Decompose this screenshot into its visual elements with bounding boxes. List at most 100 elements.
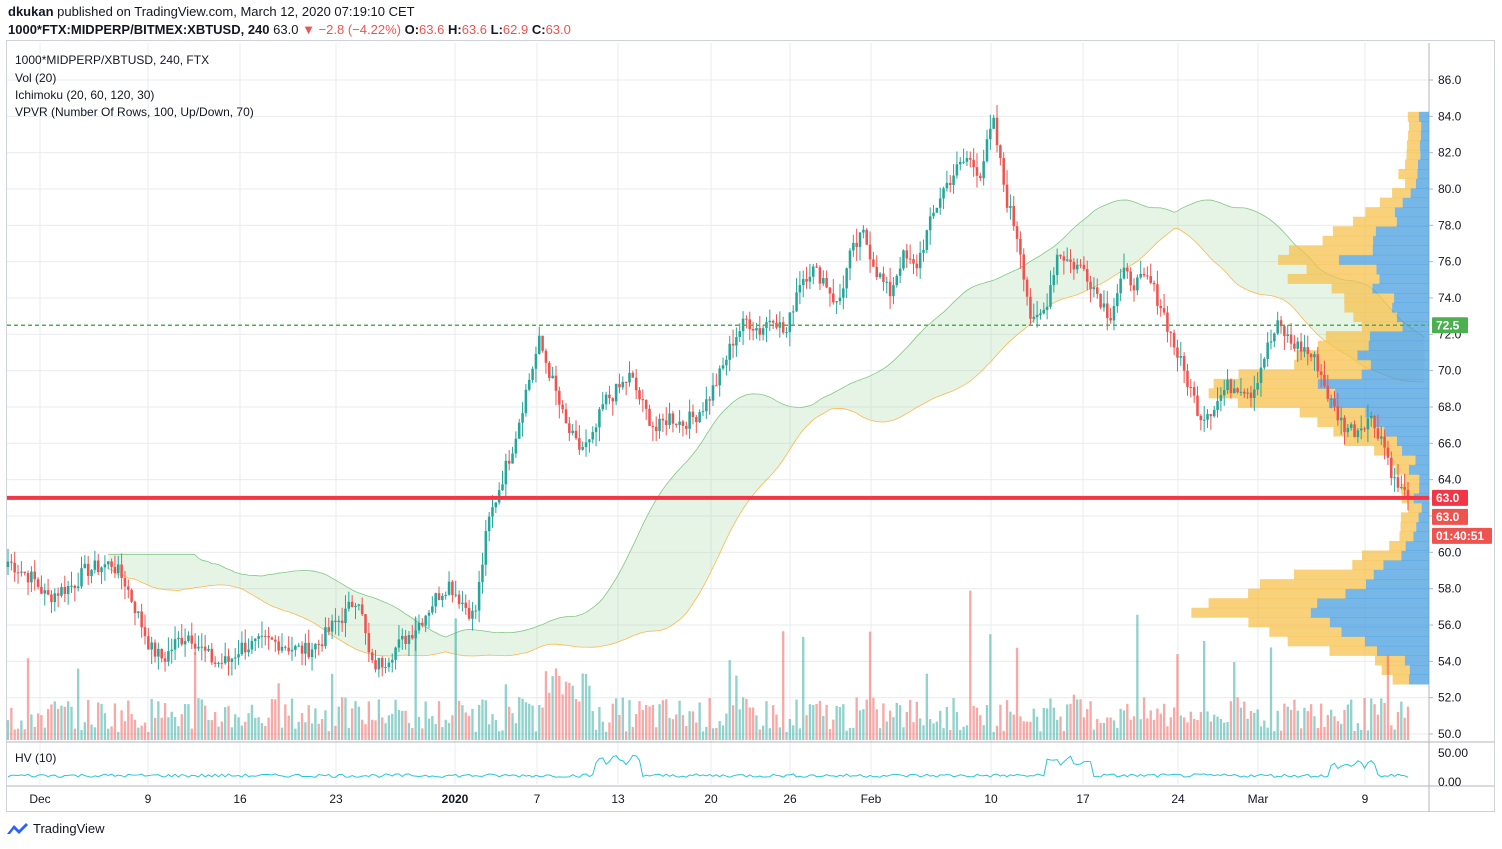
volume-bar: [1119, 708, 1122, 740]
volume-bar: [411, 727, 414, 740]
volume-bar: [708, 697, 711, 740]
author-name[interactable]: dkukan: [8, 4, 54, 19]
candle-body: [808, 276, 812, 282]
legend-ichimoku[interactable]: Ichimoku (20, 60, 120, 30): [15, 88, 155, 102]
candle-body: [474, 610, 478, 612]
volume-bar: [20, 720, 23, 740]
volume-bar: [97, 702, 100, 740]
volume-bar: [508, 706, 511, 740]
candle-body: [641, 399, 645, 401]
candle-body: [187, 635, 190, 642]
candle-body: [1009, 205, 1012, 208]
candle-body: [1112, 306, 1116, 321]
candle-body: [340, 620, 344, 624]
candle-body: [584, 442, 588, 448]
candle-body: [985, 139, 989, 162]
vpvr-bar-up: [1394, 207, 1429, 218]
volume-bar: [574, 699, 578, 740]
volume-bar: [491, 714, 494, 740]
vpvr-bar-down: [1406, 140, 1420, 151]
vpvr-bar-up: [1409, 664, 1429, 675]
volume-bar: [548, 692, 551, 740]
volume-bar: [641, 709, 645, 740]
x-tick-label: Mar: [1248, 792, 1269, 806]
volume-bar: [1326, 714, 1329, 740]
vpvr-bar-down: [1365, 207, 1395, 218]
volume-bar: [70, 706, 73, 740]
candle-body: [965, 158, 969, 162]
candle-body: [297, 645, 300, 647]
volume-bar: [601, 721, 604, 740]
volume-bar: [36, 713, 40, 740]
vpvr-bar-up: [1357, 350, 1429, 361]
volume-bar: [929, 719, 932, 740]
candle-body: [1156, 284, 1159, 306]
vpvr-bar-up: [1365, 579, 1429, 590]
publish-info: dkukan published on TradingView.com, Mar…: [8, 4, 415, 19]
candle-body: [979, 175, 982, 179]
volume-bar: [1223, 722, 1226, 740]
vpvr-bar-up: [1396, 216, 1429, 227]
volume-bar: [695, 722, 698, 740]
candle-body: [945, 182, 949, 189]
volume-bar: [1259, 726, 1263, 740]
candle-body: [604, 394, 608, 405]
legend-hv[interactable]: HV (10): [15, 751, 57, 765]
candle-body: [972, 159, 975, 168]
candle-body: [554, 375, 558, 391]
volume-bar: [888, 710, 892, 740]
volume-bar: [812, 704, 815, 740]
vpvr-bar-down: [1332, 226, 1376, 237]
volume-bar: [1186, 722, 1189, 740]
y-tick-label: 74.0: [1438, 291, 1462, 305]
volume-bar: [297, 721, 300, 740]
candle-body: [1236, 388, 1239, 393]
volume-bar: [1009, 711, 1012, 740]
tradingview-branding[interactable]: TradingView: [6, 821, 105, 836]
candle-body: [367, 633, 371, 653]
candle-body: [487, 516, 491, 532]
candle-body: [284, 646, 287, 648]
volume-bar: [284, 704, 287, 740]
x-tick-label: 10: [984, 792, 998, 806]
volume-bar: [394, 699, 397, 740]
candle-body: [327, 627, 331, 632]
candle-body: [504, 460, 508, 485]
vpvr-bar-down: [1259, 579, 1366, 590]
candle-body: [761, 328, 765, 335]
volume-bar: [1015, 647, 1019, 740]
candle-body: [73, 585, 77, 589]
candle-body: [755, 328, 758, 331]
volume-bar: [381, 717, 384, 740]
volume-bar: [564, 681, 568, 740]
candle-body: [738, 331, 742, 338]
volume-bar: [274, 699, 277, 740]
vpvr-bar-up: [1416, 521, 1429, 532]
candle-body: [798, 285, 802, 293]
candle-body: [828, 287, 832, 294]
vpvr-bar-up: [1409, 674, 1429, 685]
legend-volume[interactable]: Vol (20): [15, 71, 57, 85]
candle-body: [1069, 259, 1072, 262]
candle-body: [1029, 296, 1032, 319]
vpvr-bar-up: [1413, 531, 1429, 542]
volume-bar: [1192, 718, 1196, 740]
candle-body: [230, 658, 234, 662]
volume-bar: [965, 725, 969, 740]
candle-body: [1369, 415, 1373, 419]
x-tick-label: 20: [704, 792, 718, 806]
vpvr-bar-up: [1370, 359, 1429, 370]
volume-bar: [1340, 723, 1343, 740]
volume-bar: [310, 723, 314, 740]
volume-bar: [1092, 729, 1096, 740]
volume-bar: [544, 671, 548, 740]
candle-body: [1326, 385, 1330, 399]
legend-vpvr[interactable]: VPVR (Number Of Rows, 100, Up/Down, 70): [15, 105, 254, 119]
volume-bar: [187, 704, 190, 740]
candle-body: [1209, 414, 1213, 417]
candle-body: [852, 242, 855, 251]
volume-bar: [467, 715, 471, 740]
legend-symbol[interactable]: 1000*MIDPERP/XBTUSD, 240, FTX: [15, 53, 210, 67]
vpvr-bar-up: [1339, 254, 1429, 265]
